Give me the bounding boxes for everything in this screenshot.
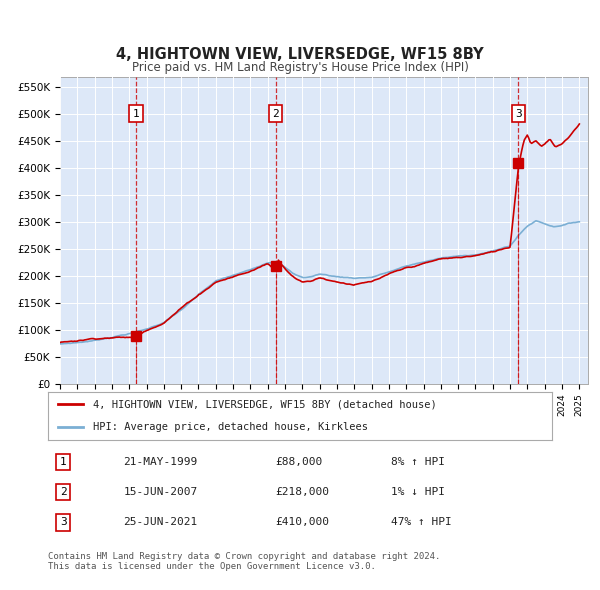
Text: 3: 3 [515, 109, 522, 119]
Text: 25-JUN-2021: 25-JUN-2021 [124, 517, 198, 527]
Text: 1: 1 [60, 457, 67, 467]
Text: HPI: Average price, detached house, Kirklees: HPI: Average price, detached house, Kirk… [94, 422, 368, 432]
Text: £410,000: £410,000 [275, 517, 329, 527]
Text: £88,000: £88,000 [275, 457, 322, 467]
Text: 2: 2 [272, 109, 279, 119]
Text: Contains HM Land Registry data © Crown copyright and database right 2024.
This d: Contains HM Land Registry data © Crown c… [48, 552, 440, 571]
Text: 4, HIGHTOWN VIEW, LIVERSEDGE, WF15 8BY (detached house): 4, HIGHTOWN VIEW, LIVERSEDGE, WF15 8BY (… [94, 399, 437, 409]
Text: 8% ↑ HPI: 8% ↑ HPI [391, 457, 445, 467]
Text: 1% ↓ HPI: 1% ↓ HPI [391, 487, 445, 497]
Text: 47% ↑ HPI: 47% ↑ HPI [391, 517, 451, 527]
Text: 4, HIGHTOWN VIEW, LIVERSEDGE, WF15 8BY: 4, HIGHTOWN VIEW, LIVERSEDGE, WF15 8BY [116, 47, 484, 62]
Text: 21-MAY-1999: 21-MAY-1999 [124, 457, 198, 467]
Text: 2: 2 [60, 487, 67, 497]
Text: 15-JUN-2007: 15-JUN-2007 [124, 487, 198, 497]
Text: £218,000: £218,000 [275, 487, 329, 497]
Text: 1: 1 [133, 109, 139, 119]
Text: 3: 3 [60, 517, 67, 527]
Text: Price paid vs. HM Land Registry's House Price Index (HPI): Price paid vs. HM Land Registry's House … [131, 61, 469, 74]
